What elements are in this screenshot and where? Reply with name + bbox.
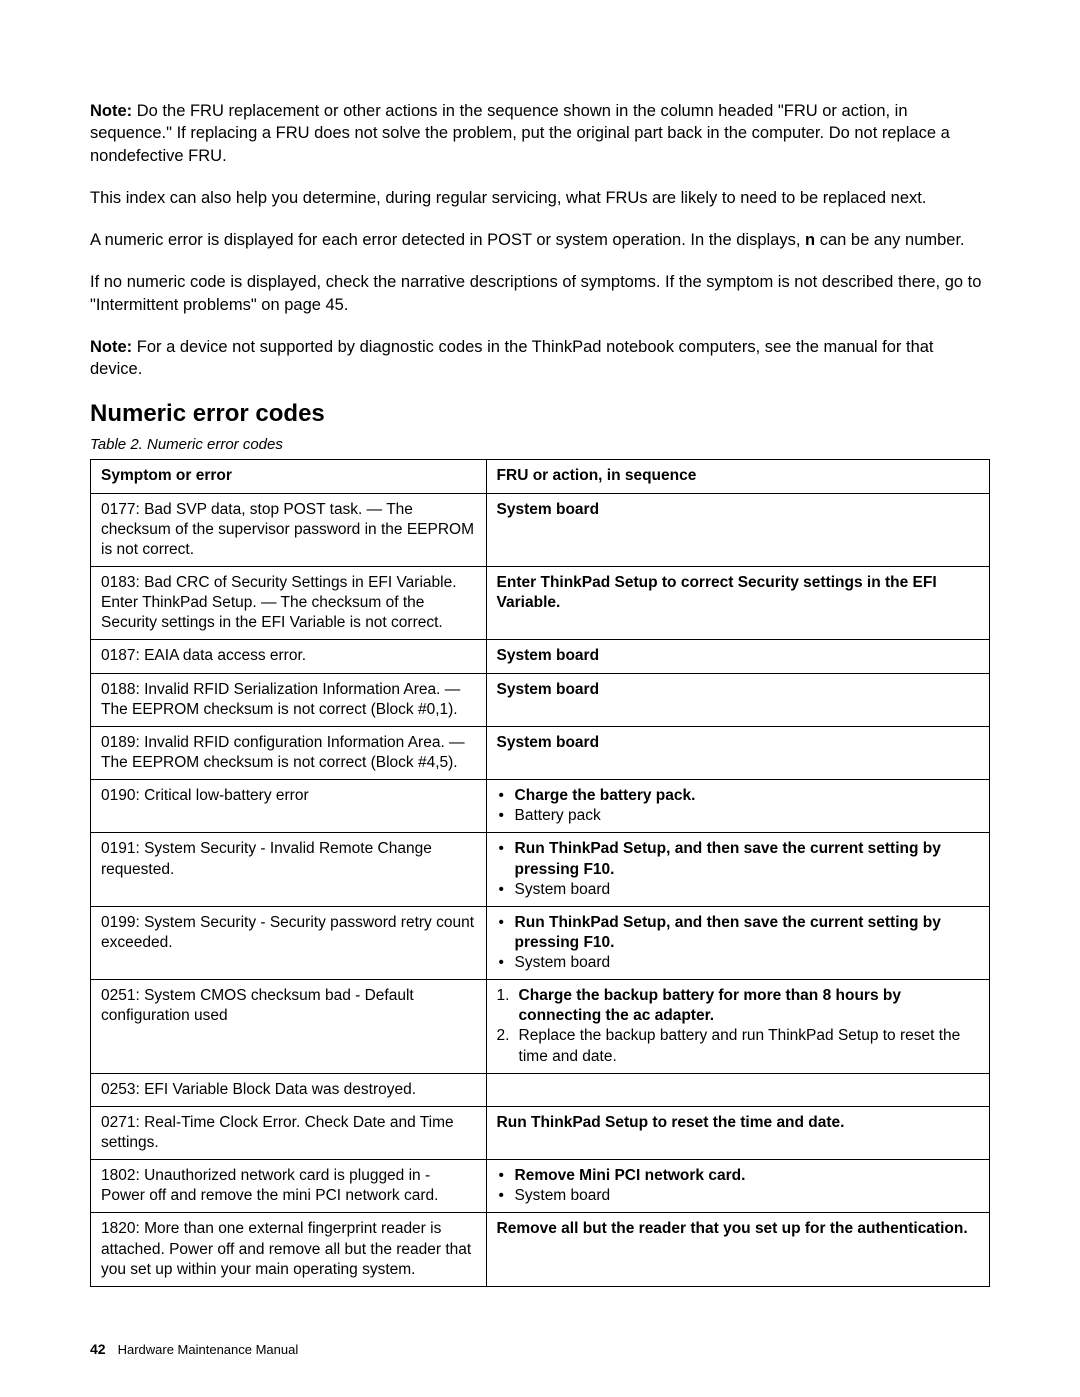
paragraph-2: This index can also help you determine, … <box>90 187 990 209</box>
action-bullet-list: Charge the battery pack.Battery pack <box>497 786 979 826</box>
note-2: Note: For a device not supported by diag… <box>90 336 990 381</box>
action-bullet-item: System board <box>497 953 979 973</box>
note-1: Note: Do the FRU replacement or other ac… <box>90 100 990 167</box>
table-row: 0199: System Security - Security passwor… <box>91 906 990 979</box>
action-cell: System board <box>486 640 989 673</box>
page-footer: 42 Hardware Maintenance Manual <box>90 1341 298 1357</box>
action-bullet-item: Battery pack <box>497 806 979 826</box>
action-numbered-item: 1.Charge the backup battery for more tha… <box>497 986 979 1026</box>
action-bullet-item: System board <box>497 880 979 900</box>
table-row: 1802: Unauthorized network card is plugg… <box>91 1160 990 1213</box>
action-cell: Charge the battery pack.Battery pack <box>486 780 989 833</box>
action-numbered-list: 1.Charge the backup battery for more tha… <box>497 986 979 1067</box>
symptom-cell: 1820: More than one external fingerprint… <box>91 1213 487 1286</box>
action-cell: Run ThinkPad Setup, and then save the cu… <box>486 906 989 979</box>
paragraph-4: If no numeric code is displayed, check t… <box>90 271 990 316</box>
action-bullet-item: Charge the battery pack. <box>497 786 979 806</box>
action-cell <box>486 1073 989 1106</box>
action-bullet-list: Remove Mini PCI network card.System boar… <box>497 1166 979 1206</box>
action-cell: Run ThinkPad Setup, and then save the cu… <box>486 833 989 906</box>
action-bullet-item: Remove Mini PCI network card. <box>497 1166 979 1186</box>
action-cell: Run ThinkPad Setup to reset the time and… <box>486 1106 989 1159</box>
symptom-cell: 0189: Invalid RFID configuration Informa… <box>91 726 487 779</box>
table-row: 0177: Bad SVP data, stop POST task. — Th… <box>91 493 990 566</box>
table-row: 0190: Critical low-battery errorCharge t… <box>91 780 990 833</box>
table-row: 0253: EFI Variable Block Data was destro… <box>91 1073 990 1106</box>
footer-title: Hardware Maintenance Manual <box>118 1342 299 1357</box>
table-caption: Table 2. Numeric error codes <box>90 436 990 453</box>
table-row: 0251: System CMOS checksum bad - Default… <box>91 980 990 1074</box>
action-cell: Remove all but the reader that you set u… <box>486 1213 989 1286</box>
action-bullet-list: Run ThinkPad Setup, and then save the cu… <box>497 913 979 973</box>
table-row: 0191: System Security - Invalid Remote C… <box>91 833 990 906</box>
action-bullet-item: Run ThinkPad Setup, and then save the cu… <box>497 913 979 953</box>
action-text: System board <box>497 734 600 751</box>
action-text: Enter ThinkPad Setup to correct Security… <box>497 574 937 611</box>
action-cell: 1.Charge the backup battery for more tha… <box>486 980 989 1074</box>
paragraph-3b: n <box>805 231 815 249</box>
action-text: System board <box>497 647 600 664</box>
section-heading: Numeric error codes <box>90 400 990 428</box>
symptom-cell: 0177: Bad SVP data, stop POST task. — Th… <box>91 493 487 566</box>
table-row: 0187: EAIA data access error. System boar… <box>91 640 990 673</box>
symptom-cell: 0188: Invalid RFID Serialization Informa… <box>91 673 487 726</box>
table-row: 1820: More than one external fingerprint… <box>91 1213 990 1286</box>
action-bullet-item: System board <box>497 1186 979 1206</box>
action-numbered-item: 2.Replace the backup battery and run Thi… <box>497 1026 979 1066</box>
symptom-cell: 0191: System Security - Invalid Remote C… <box>91 833 487 906</box>
action-cell: Enter ThinkPad Setup to correct Security… <box>486 566 989 639</box>
symptom-cell: 0271: Real-Time Clock Error. Check Date … <box>91 1106 487 1159</box>
action-text: System board <box>497 501 600 518</box>
table-row: 0188: Invalid RFID Serialization Informa… <box>91 673 990 726</box>
symptom-cell: 0190: Critical low-battery error <box>91 780 487 833</box>
action-bullet-list: Run ThinkPad Setup, and then save the cu… <box>497 839 979 899</box>
symptom-cell: 0187: EAIA data access error. <box>91 640 487 673</box>
action-text: Remove all but the reader that you set u… <box>497 1220 968 1237</box>
table-row: 0189: Invalid RFID configuration Informa… <box>91 726 990 779</box>
table-row: 0271: Real-Time Clock Error. Check Date … <box>91 1106 990 1159</box>
paragraph-3c: can be any number. <box>815 231 965 249</box>
action-text: Run ThinkPad Setup to reset the time and… <box>497 1114 845 1131</box>
paragraph-3a: A numeric error is displayed for each er… <box>90 231 805 249</box>
action-cell: Remove Mini PCI network card.System boar… <box>486 1160 989 1213</box>
action-cell: System board <box>486 673 989 726</box>
note-2-body: For a device not supported by diagnostic… <box>90 338 934 378</box>
page-number: 42 <box>90 1341 106 1357</box>
action-bullet-item: Run ThinkPad Setup, and then save the cu… <box>497 839 979 879</box>
header-action: FRU or action, in sequence <box>486 460 989 493</box>
header-symptom: Symptom or error <box>91 460 487 493</box>
action-text: System board <box>497 681 600 698</box>
note-1-prefix: Note: <box>90 102 132 120</box>
action-cell: System board <box>486 726 989 779</box>
symptom-cell: 0183: Bad CRC of Security Settings in EF… <box>91 566 487 639</box>
note-2-prefix: Note: <box>90 338 132 356</box>
error-codes-table: Symptom or error FRU or action, in seque… <box>90 459 990 1287</box>
symptom-cell: 0199: System Security - Security passwor… <box>91 906 487 979</box>
table-row: 0183: Bad CRC of Security Settings in EF… <box>91 566 990 639</box>
action-cell: System board <box>486 493 989 566</box>
symptom-cell: 1802: Unauthorized network card is plugg… <box>91 1160 487 1213</box>
paragraph-3: A numeric error is displayed for each er… <box>90 229 990 251</box>
symptom-cell: 0251: System CMOS checksum bad - Default… <box>91 980 487 1074</box>
symptom-cell: 0253: EFI Variable Block Data was destro… <box>91 1073 487 1106</box>
table-header-row: Symptom or error FRU or action, in seque… <box>91 460 990 493</box>
note-1-body: Do the FRU replacement or other actions … <box>90 102 950 165</box>
